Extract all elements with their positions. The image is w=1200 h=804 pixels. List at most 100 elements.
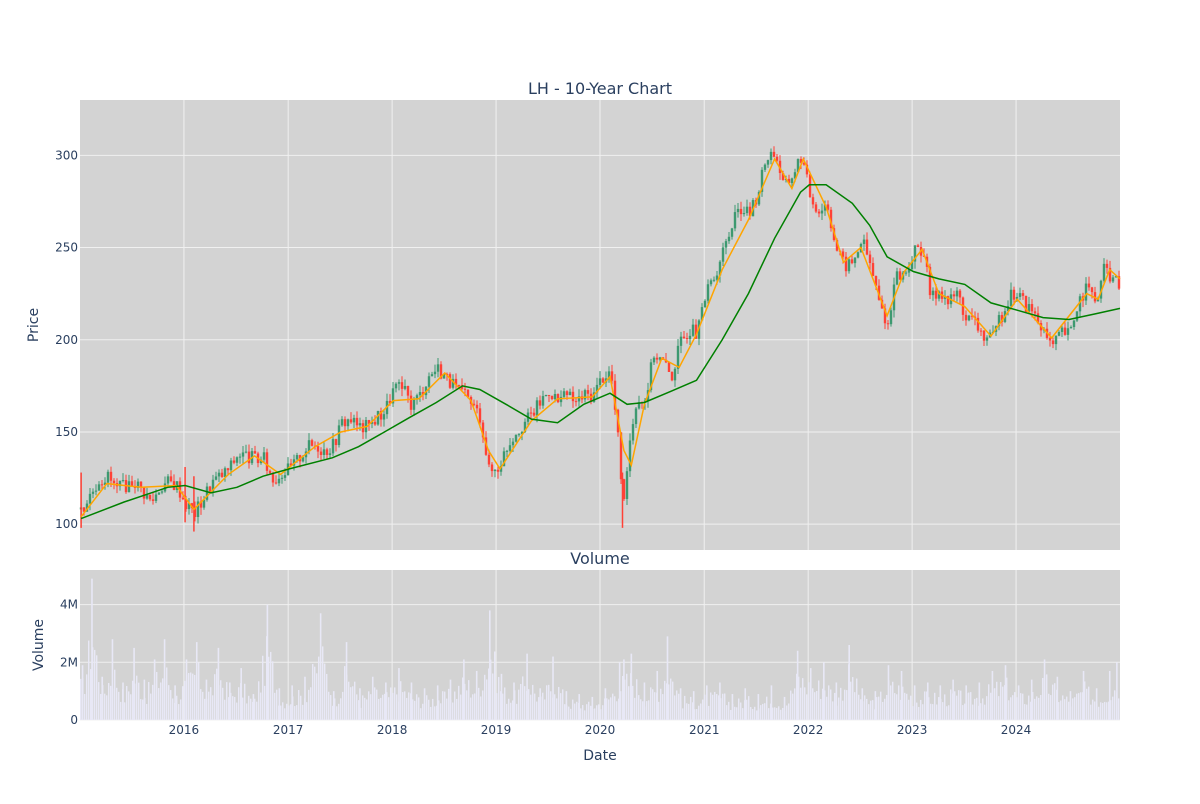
volume-spike	[1017, 685, 1020, 720]
volume-bar	[302, 704, 304, 720]
volume-spike	[783, 696, 786, 720]
volume-spike	[526, 653, 528, 720]
volume-bar	[290, 704, 292, 720]
volume-bar	[664, 680, 666, 720]
volume-bar	[948, 705, 950, 720]
volume-bar	[458, 685, 460, 720]
candle-body	[793, 172, 797, 179]
volume-bar	[780, 709, 782, 720]
volume-bar	[828, 685, 830, 720]
volume-bar	[568, 706, 570, 720]
volume-spike	[1056, 676, 1059, 720]
volume-spike	[848, 645, 850, 720]
volume-bar	[356, 694, 358, 720]
volume-bar	[858, 694, 860, 720]
volume-spike	[643, 682, 646, 720]
volume-bar	[506, 703, 508, 720]
volume-bar	[80, 678, 82, 720]
volume-bar	[190, 672, 192, 720]
candle-body	[1030, 304, 1034, 312]
candle-body	[253, 451, 257, 454]
volume-bar	[344, 666, 346, 720]
volume-bar	[830, 689, 832, 720]
candle-body	[718, 261, 722, 276]
volume-bar	[756, 710, 758, 720]
volume-bar	[704, 694, 706, 720]
volume-bar	[928, 697, 930, 720]
volume-bar	[808, 682, 810, 720]
volume-bar	[600, 709, 602, 720]
candle-body	[931, 290, 935, 296]
candle-body	[538, 400, 542, 406]
volume-bar	[944, 694, 946, 720]
volume-bar	[288, 705, 290, 720]
volume-spike	[101, 676, 104, 720]
volume-bar	[350, 687, 352, 720]
volume-spike	[449, 679, 452, 720]
candle-body	[736, 208, 740, 213]
volume-bar	[596, 705, 598, 720]
candle-body	[181, 497, 185, 500]
volume-bar	[148, 682, 150, 720]
volume-bar	[792, 693, 794, 720]
candle-body	[310, 440, 314, 446]
candle-body	[118, 480, 122, 487]
candle-body	[841, 251, 845, 257]
candle-body	[208, 486, 212, 492]
candle-body	[946, 296, 950, 305]
candle-body	[337, 425, 341, 446]
volume-bar	[306, 702, 308, 720]
volume-bar	[636, 679, 638, 720]
volume-bar	[778, 706, 780, 720]
volume-bar	[608, 699, 610, 720]
candle-body	[511, 441, 515, 446]
candle-body	[211, 479, 215, 492]
candle-body	[1027, 304, 1031, 312]
volume-bar	[100, 693, 102, 720]
volume-spike	[345, 642, 348, 720]
volume-bar	[98, 682, 100, 720]
volume-bar	[958, 690, 960, 720]
volume-bar	[280, 705, 282, 720]
volume-bar	[1022, 693, 1024, 720]
candle-body	[775, 156, 779, 161]
volume-bar	[846, 690, 848, 720]
candle-body	[1069, 327, 1073, 329]
candle-body	[322, 449, 326, 455]
volume-bar	[308, 689, 310, 720]
volume-bar	[674, 695, 676, 720]
volume-bar	[1060, 700, 1062, 720]
volume-bar	[864, 695, 866, 720]
volume-bar	[1002, 686, 1004, 720]
volume-bar	[614, 696, 616, 720]
volume-bar	[956, 695, 958, 720]
volume-bar	[178, 704, 180, 720]
volume-bar	[532, 684, 534, 720]
volume-bar	[404, 691, 406, 720]
candle-body	[358, 423, 362, 426]
volume-bar	[486, 679, 488, 720]
volume-bar	[908, 699, 910, 720]
volume-bar	[602, 705, 604, 720]
volume-bar	[330, 695, 332, 720]
candle-body	[130, 481, 134, 486]
volume-bar	[216, 668, 218, 720]
candle-body	[964, 314, 968, 321]
volume-bar	[150, 693, 152, 720]
volume-bar	[146, 703, 148, 720]
volume-spike	[81, 665, 84, 720]
candle-body	[1072, 320, 1076, 328]
volume-bar	[1024, 704, 1026, 720]
candle-body	[823, 204, 827, 211]
volume-bar	[860, 699, 862, 720]
volume-bar	[352, 686, 354, 720]
volume-bar	[456, 698, 458, 720]
volume-bar	[832, 701, 834, 720]
volume-bar	[964, 703, 966, 720]
candle-body	[730, 228, 734, 237]
volume-spike	[410, 682, 413, 720]
volume-bar	[806, 694, 808, 720]
volume-bar	[408, 692, 410, 720]
volume-bar	[490, 659, 492, 720]
candle-body	[274, 482, 278, 484]
